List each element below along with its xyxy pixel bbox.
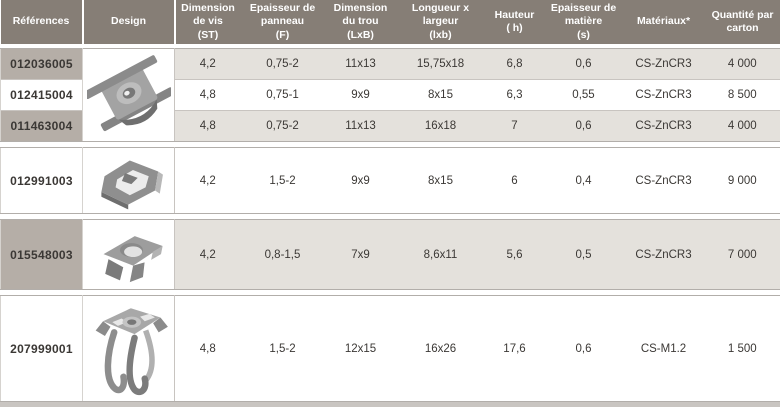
reference-cell: 015548003 — [0, 219, 83, 290]
st-cell: 4,2 — [174, 48, 241, 80]
table-row: 011463004 4,8 0,75-2 11x13 16x18 7 0,6 C… — [0, 110, 780, 142]
col-header-length-width: Longueur x largeur (lxb) — [396, 0, 485, 44]
f-cell: 0,8-1,5 — [240, 219, 325, 290]
trou-cell: 11x13 — [324, 48, 397, 80]
col-header-materials: Matériaux* — [622, 0, 705, 44]
table-row: 012036005 4,2 0,75-2 11x13 15,7 — [0, 48, 780, 142]
reference-cell: 207999001 — [0, 295, 83, 402]
lxb-cell: 16x18 — [396, 110, 485, 142]
material-cell: CS-ZnCR3 — [622, 147, 705, 214]
table-row: 207999001 4,8 1,5-2 12x15 16x26 — [0, 295, 780, 402]
lxb-cell: 15,75x18 — [396, 48, 485, 80]
lxb-cell: 8x15 — [396, 147, 485, 214]
st-cell: 4,8 — [174, 79, 241, 111]
f-cell: 1,5-2 — [240, 147, 325, 214]
st-cell: 4,2 — [174, 219, 241, 290]
spacer — [0, 289, 780, 296]
spacer — [0, 44, 780, 49]
col-header-quantity-per-carton: Quantité par carton — [704, 0, 780, 44]
h-cell: 6 — [484, 147, 545, 214]
f-cell: 0,75-1 — [240, 79, 325, 111]
col-header-hole-dimension: Dimension du trou (LxB) — [324, 0, 397, 44]
qty-cell: 4 000 — [704, 110, 780, 142]
trou-cell: 12x15 — [324, 295, 397, 402]
trou-cell: 7x9 — [324, 219, 397, 290]
s-cell: 0,5 — [544, 219, 623, 290]
trou-cell: 11x13 — [324, 110, 397, 142]
design-cell — [82, 219, 175, 290]
design-cell — [82, 295, 175, 402]
speed-nut-clip-icon — [86, 55, 171, 132]
s-cell: 0,55 — [544, 79, 623, 111]
material-cell: CS-ZnCR3 — [622, 110, 705, 142]
qty-cell: 1 500 — [704, 295, 780, 402]
lxb-cell: 8,6x11 — [396, 219, 485, 290]
st-cell: 4,2 — [174, 147, 241, 214]
h-cell: 7 — [484, 110, 545, 142]
bottom-strip — [0, 402, 780, 407]
spring-leg-clip-icon — [95, 307, 168, 395]
material-cell: CS-ZnCR3 — [622, 79, 705, 111]
spacer — [0, 141, 780, 148]
s-cell: 0,4 — [544, 147, 623, 214]
col-header-references: Références — [0, 0, 84, 44]
table-row: 012991003 4,2 1,5-2 9x9 8x15 6 0,4 CS-Zn… — [0, 147, 780, 214]
h-cell: 5,6 — [484, 219, 545, 290]
f-cell: 0,75-2 — [240, 110, 325, 142]
reference-cell: 012991003 — [0, 147, 83, 214]
h-cell: 6,8 — [484, 48, 545, 80]
col-header-design: Design — [82, 0, 176, 44]
trou-cell: 9x9 — [324, 79, 397, 111]
st-cell: 4,8 — [174, 110, 241, 142]
qty-cell: 4 000 — [704, 48, 780, 80]
qty-cell: 8 500 — [704, 79, 780, 111]
s-cell: 0,6 — [544, 110, 623, 142]
h-cell: 17,6 — [484, 295, 545, 402]
lxb-cell: 16x26 — [396, 295, 485, 402]
col-header-height: Hauteur ( h) — [484, 0, 545, 44]
table-row: 012415004 4,8 0,75-1 9x9 8x15 6,3 0,55 C… — [0, 79, 780, 111]
col-header-material-thickness: Epaisseur de matière (s) — [544, 0, 623, 44]
reference-cell: 011463004 — [0, 110, 83, 142]
material-cell: CS-ZnCR3 — [622, 48, 705, 80]
f-cell: 1,5-2 — [240, 295, 325, 402]
reference-cell: 012036005 — [0, 48, 83, 80]
s-cell: 0,6 — [544, 295, 623, 402]
f-cell: 0,75-2 — [240, 48, 325, 80]
qty-cell: 7 000 — [704, 219, 780, 290]
design-cell — [82, 147, 175, 214]
design-cell — [82, 48, 175, 142]
h-cell: 6,3 — [484, 79, 545, 111]
reference-cell: 012415004 — [0, 79, 83, 111]
flat-clip-large-hole-icon — [103, 235, 163, 282]
trou-cell: 9x9 — [324, 147, 397, 214]
st-cell: 4,8 — [174, 295, 241, 402]
header-row: Références Design Dimension de vis (ST) … — [0, 0, 780, 44]
material-cell: CS-M1.2 — [622, 295, 705, 402]
spacer — [0, 213, 780, 220]
table-row: 015548003 4,2 0,8-1,5 7x9 8,6x11 5,6 0,5… — [0, 219, 780, 290]
col-header-screw-dimension: Dimension de vis (ST) — [174, 0, 241, 44]
s-cell: 0,6 — [544, 48, 623, 80]
lxb-cell: 8x15 — [396, 79, 485, 111]
qty-cell: 9 000 — [704, 147, 780, 214]
hex-channel-clip-icon — [100, 159, 163, 209]
material-cell: CS-ZnCR3 — [622, 219, 705, 290]
col-header-panel-thickness: Epaisseur de panneau (F) — [240, 0, 325, 44]
